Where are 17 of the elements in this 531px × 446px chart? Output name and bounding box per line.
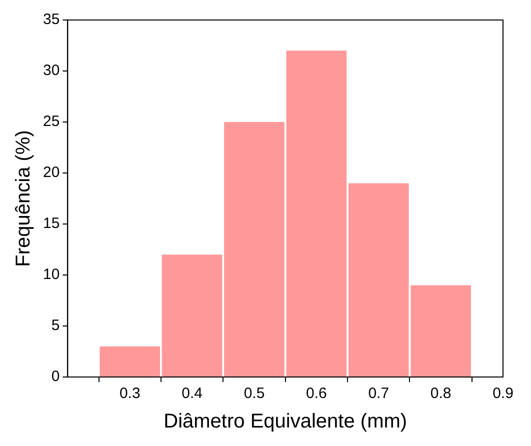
x-axis-title: Diâmetro Equivalente (mm) bbox=[164, 410, 408, 433]
x-tick-label: 0.6 bbox=[306, 385, 327, 402]
y-tick-label: 30 bbox=[42, 62, 60, 80]
x-tick-label: 0.5 bbox=[244, 385, 265, 402]
x-tick-label: 0.7 bbox=[368, 385, 390, 402]
x-tick-label: 0.8 bbox=[430, 385, 452, 402]
y-tick-label: 15 bbox=[42, 215, 60, 232]
x-tick-label: 0.3 bbox=[119, 385, 140, 402]
x-tick-label: 0.4 bbox=[182, 385, 202, 402]
y-tick-label: 10 bbox=[42, 266, 60, 284]
y-tick-label: 0 bbox=[51, 368, 60, 386]
y-tick-label: 20 bbox=[42, 164, 60, 182]
y-tick-label: 35 bbox=[42, 11, 60, 28]
y-tick-label: 25 bbox=[42, 113, 60, 130]
x-tick-label: 0.9 bbox=[492, 385, 514, 402]
y-axis-title: Frequência (%) bbox=[12, 130, 35, 267]
y-tick-label: 5 bbox=[51, 317, 60, 334]
